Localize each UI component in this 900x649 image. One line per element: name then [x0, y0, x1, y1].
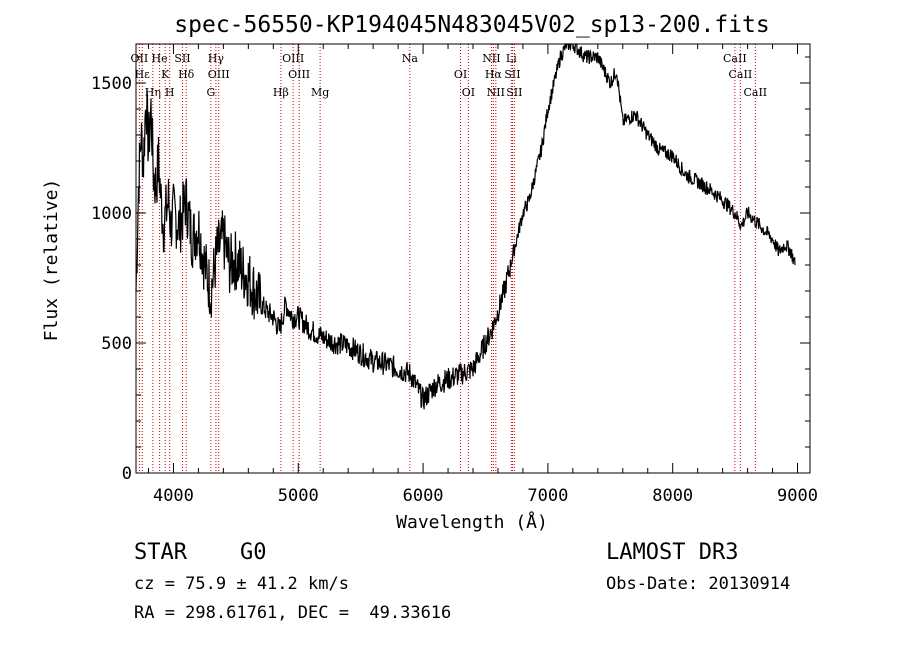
x-tick-label: 4000 — [153, 486, 194, 506]
line-label: SII — [174, 52, 190, 65]
x-tick-label: 8000 — [652, 486, 693, 506]
spectrum-series-line — [135, 43, 796, 410]
y-tick-label: 0 — [122, 464, 132, 484]
line-label: Hα — [485, 68, 503, 81]
line-label: SII — [504, 68, 520, 81]
x-tick-label: 7000 — [527, 486, 568, 506]
axes: 4000 5000 6000 7000 8000 9000 0 500 1000 1500 — [91, 44, 818, 506]
x-tick-label: 9000 — [777, 486, 818, 506]
line-label: Mg — [311, 86, 329, 99]
line-label: NII — [487, 86, 505, 99]
line-label: CaII — [743, 86, 767, 99]
line-label: SII — [506, 86, 522, 99]
line-label: CaII — [729, 68, 753, 81]
line-label: Hη — [145, 86, 161, 99]
line-label: He — [152, 52, 168, 65]
line-label: Hβ — [273, 86, 289, 99]
x-tick-label: 5000 — [278, 486, 319, 506]
line-label: OIII — [282, 52, 304, 65]
line-label: Hε — [135, 68, 151, 81]
y-tick-label: 1500 — [91, 74, 132, 94]
plot-frame — [135, 43, 811, 474]
line-label: Hγ — [208, 52, 225, 65]
line-label: Hδ — [178, 68, 195, 81]
chart-title: spec-56550-KP194045N483045V02_sp13-200.f… — [174, 12, 769, 38]
line-label: K — [161, 68, 170, 81]
line-label: OI — [462, 86, 475, 99]
line-label: OII — [131, 52, 149, 65]
redshift-cz: cz = 75.9 ± 41.2 km/s — [134, 574, 349, 594]
line-label: OI — [454, 68, 467, 81]
line-label: OIII — [208, 68, 230, 81]
y-tick-label: 500 — [101, 334, 132, 354]
line-label: OIII — [288, 68, 310, 81]
object-class: STAR — [134, 540, 187, 565]
x-tick-label: 6000 — [403, 486, 444, 506]
x-axis-label: Wavelength (Å) — [396, 511, 548, 533]
object-subclass: G0 — [240, 540, 267, 565]
ra-dec: RA = 298.61761, DEC = 49.33616 — [134, 603, 452, 623]
line-label: G — [206, 86, 215, 99]
y-tick-label: 1000 — [91, 204, 132, 224]
spectral-line-markers: OIIHεHηHeKHSIIHδGHγOIIIHβOIIIOIIIMgNaOIO… — [131, 44, 767, 473]
y-axis-label: Flux (relative) — [41, 179, 62, 342]
obs-date: Obs-Date: 20130914 — [606, 574, 791, 594]
line-label: Li — [506, 52, 517, 65]
survey-name: LAMOST DR3 — [606, 540, 739, 565]
line-label: H — [165, 86, 175, 99]
line-label: CaII — [723, 52, 747, 65]
line-label: Na — [402, 52, 419, 65]
line-label: NII — [482, 52, 500, 65]
